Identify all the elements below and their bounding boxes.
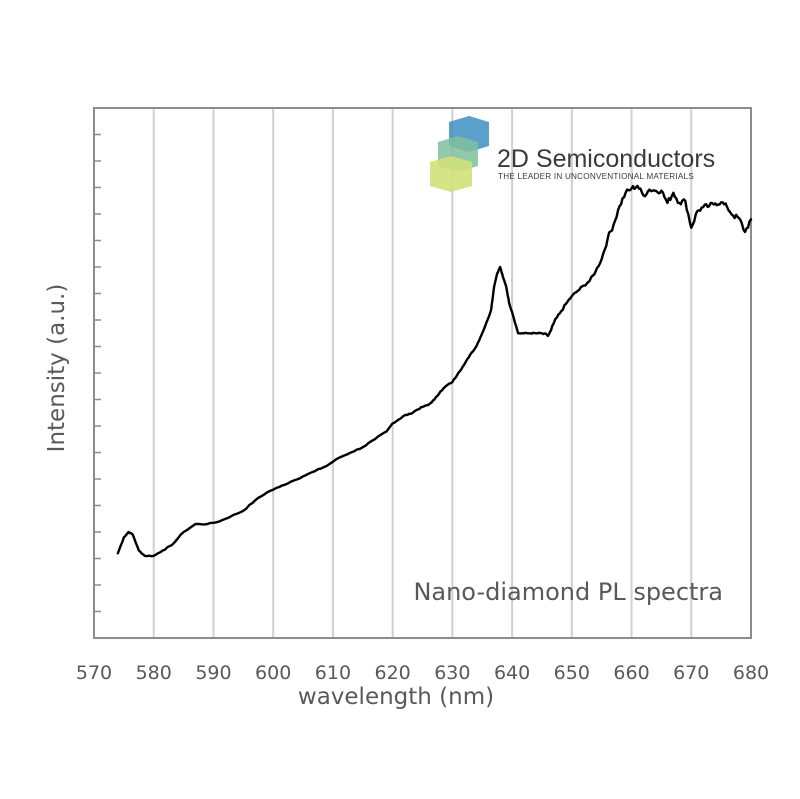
x-tick-label: 660: [613, 662, 649, 684]
x-tick-labels: 570 580 590 600 610 620 630 640 650 660 670 680: [76, 662, 769, 684]
x-tick-label: 610: [315, 662, 351, 684]
y-axis-title: Intensity (a.u.): [44, 284, 70, 453]
x-tick-label: 640: [494, 662, 530, 684]
y-axis-ticks: [94, 107, 101, 639]
logo-wordmark: 2D Semiconductors: [497, 145, 715, 173]
x-tick-label: 590: [195, 662, 231, 684]
vertical-gridlines: [152, 108, 693, 638]
x-axis-title: wavelength (nm): [298, 684, 494, 710]
x-tick-label: 630: [434, 662, 470, 684]
chart-annotation: Nano-diamond PL spectra: [413, 578, 723, 606]
spectrum-line: [116, 184, 753, 558]
x-tick-label: 580: [136, 662, 172, 684]
company-logo: 2D Semiconductors THE LEADER IN UNCONVEN…: [430, 116, 715, 192]
x-tick-label: 650: [554, 662, 590, 684]
x-tick-label: 670: [673, 662, 709, 684]
logo-tagline: THE LEADER IN UNCONVENTIONAL MATERIALS: [498, 172, 694, 181]
x-tick-label: 570: [76, 662, 112, 684]
x-tick-label: 600: [255, 662, 291, 684]
x-tick-label: 680: [733, 662, 769, 684]
logo-hex-yellow: [430, 156, 472, 192]
plot-area-frame: [93, 107, 752, 639]
x-tick-label: 620: [375, 662, 411, 684]
